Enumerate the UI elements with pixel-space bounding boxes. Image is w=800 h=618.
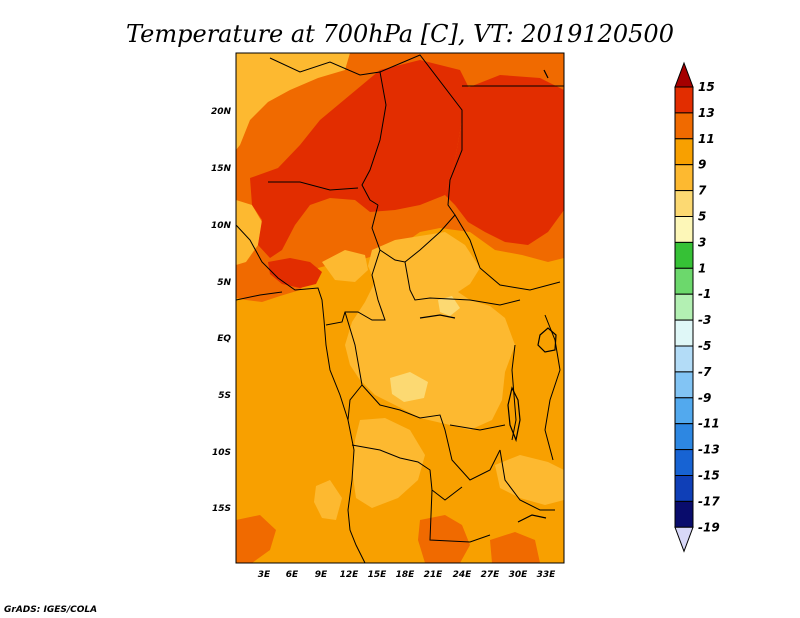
lat-label-5s: 5S [218, 391, 231, 401]
colorbar: 15 13 11 9 7 5 3 1 -1 -3 -5 -7 -9 -11 -13 -15 -17 -19 [674, 61, 720, 553]
colorbar-swatch [674, 449, 694, 477]
colorbar-swatch [674, 241, 694, 269]
lon-label-18e: 18E [396, 570, 416, 580]
colorbar-swatch [674, 345, 694, 373]
region-13-15-west [250, 60, 470, 258]
lat-label-15s: 15S [212, 504, 231, 514]
lon-label-6e: 6E [286, 570, 299, 580]
colorbar-label: -7 [698, 365, 712, 379]
colorbar-label: -13 [698, 443, 720, 457]
colorbar-label: 7 [698, 184, 707, 198]
lat-label-10n: 10N [211, 221, 232, 231]
colorbar-label: 9 [698, 158, 706, 172]
lon-label-3e: 3E [258, 570, 271, 580]
lon-label-21e: 21E [424, 570, 444, 580]
colorbar-swatch [674, 371, 694, 399]
region-13-15-east [445, 75, 564, 245]
colorbar-swatch [674, 164, 694, 192]
region-7-9-north-a [236, 53, 350, 150]
longitude-axis: 3E 6E 9E 12E 15E 18E 21E 24E 27E 30E 33E [258, 570, 556, 580]
colorbar-swatch [674, 112, 694, 140]
region-7-9-north-b [236, 200, 262, 265]
lat-label-eq: EQ [217, 334, 231, 344]
map-frame [235, 52, 565, 564]
colorbar-label: -1 [698, 287, 711, 301]
colorbar-label: -3 [698, 313, 711, 327]
lon-label-27e: 27E [481, 570, 501, 580]
colorbar-label: -17 [698, 494, 720, 508]
region-11-13-south-c [490, 532, 540, 563]
lat-label-15n: 15N [211, 164, 232, 174]
region-7-9-south-c [314, 480, 342, 520]
colorbar-label: 13 [698, 106, 715, 120]
colorbar-swatch [674, 423, 694, 451]
region-7-9-south-a [352, 418, 425, 508]
colorbar-label: 5 [698, 210, 706, 224]
colorbar-label: 15 [698, 80, 715, 94]
region-11-13-south-b [236, 515, 276, 563]
region-7-9-central [345, 232, 515, 430]
colorbar-label: -9 [698, 391, 711, 405]
colorbar-label: 1 [698, 261, 706, 275]
colorbar-arrow-top [674, 61, 694, 88]
lat-label-5n: 5N [217, 278, 231, 288]
colorbar-swatch [674, 293, 694, 321]
region-5-7-a [390, 372, 428, 402]
colorbar-label: -19 [698, 520, 720, 534]
colorbar-swatch [674, 319, 694, 347]
lon-label-15e: 15E [368, 570, 388, 580]
country-borders [236, 54, 564, 563]
lat-label-10s: 10S [212, 448, 231, 458]
region-5-7-b [438, 296, 460, 316]
colorbar-label: 11 [698, 132, 715, 146]
lat-label-20n: 20N [211, 107, 232, 117]
colorbar-swatch [674, 267, 694, 295]
colorbar-swatch [674, 500, 694, 528]
colorbar-swatch [674, 397, 694, 425]
map-area [236, 53, 564, 563]
chart-title: Temperature at 700hPa [C], VT: 201912050… [126, 20, 674, 48]
grads-credit: GrADS: IGES/COLA [4, 605, 97, 615]
latitude-axis: 20N 15N 10N 5N EQ 5S 10S 15S [211, 107, 232, 514]
lon-label-30e: 30E [509, 570, 529, 580]
colorbar-label: -11 [698, 417, 720, 431]
colorbar-swatch [674, 190, 694, 218]
lon-label-24e: 24E [453, 570, 473, 580]
colorbar-swatch [674, 138, 694, 166]
region-7-9-south-b [495, 455, 564, 505]
lon-label-9e: 9E [315, 570, 328, 580]
colorbar-swatch [674, 475, 694, 502]
colorbar-label: -15 [698, 469, 720, 483]
lon-label-12e: 12E [340, 570, 360, 580]
colorbar-swatch [674, 216, 694, 243]
lon-label-33e: 33E [537, 570, 557, 580]
colorbar-arrow-bottom [674, 526, 694, 553]
lakes [419, 69, 557, 523]
colorbar-label: 3 [698, 235, 706, 249]
region-7-9-central-b [322, 250, 368, 282]
colorbar-swatch [674, 86, 694, 114]
colorbar-label: -5 [698, 339, 711, 353]
